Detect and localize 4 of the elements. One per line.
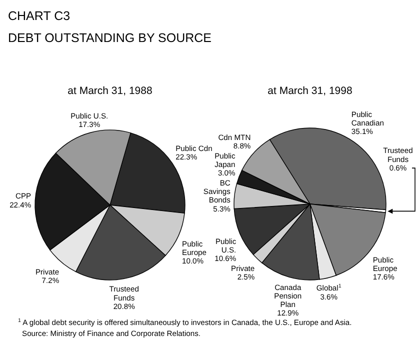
chart-title: at March 31, 1998 (268, 85, 352, 97)
chart-title: at March 31, 1988 (68, 85, 152, 97)
text: CHART C3 (8, 9, 70, 23)
text: DEBT OUTSTANDING BY SOURCE (8, 31, 212, 45)
